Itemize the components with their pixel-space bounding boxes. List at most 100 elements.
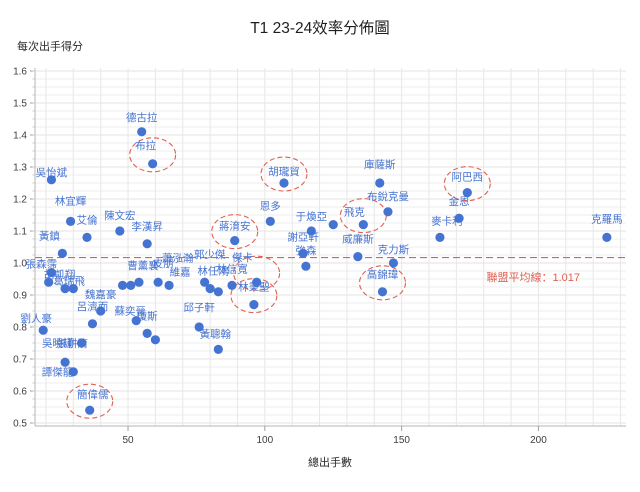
data-point	[68, 284, 78, 294]
data-point-label: 呂濟而	[77, 300, 109, 313]
highlight-circles-layer	[66, 137, 491, 419]
data-point	[82, 232, 92, 242]
data-point	[358, 220, 368, 230]
data-point-label: 皮朋	[153, 257, 174, 270]
data-point-label: 強森	[295, 244, 316, 257]
data-point	[150, 335, 160, 345]
data-point	[249, 300, 259, 310]
data-point-label: 張森霈	[26, 258, 58, 271]
data-point	[96, 306, 106, 316]
data-point	[60, 357, 70, 367]
point-labels-layer: 吳怡斌林宜輝艾倫黃鎮 陳文宏李漢昇 德古拉布拉張森霈胡凱翔葛瑞飛劉人豪 魏嘉豪呂濟而蘇…	[20, 111, 622, 401]
data-point-label: 簡偉儒	[77, 388, 109, 401]
y-tick-label: 1.0	[13, 259, 27, 270]
x-tick-label: 100	[256, 435, 273, 446]
data-point-label: 魏嘉豪	[85, 288, 117, 301]
data-point	[328, 220, 338, 230]
data-point-label: 庫薩斯	[364, 158, 396, 171]
data-point	[115, 226, 125, 236]
data-point-label: 胡凱翔	[44, 268, 76, 281]
grid-layer	[35, 68, 626, 426]
data-point	[38, 325, 48, 335]
data-point	[388, 258, 399, 268]
data-point	[57, 248, 67, 258]
data-point	[164, 280, 174, 290]
data-point-label: 葛瑞飛	[53, 275, 85, 288]
data-point	[60, 284, 70, 294]
data-point	[148, 159, 158, 169]
data-point	[230, 236, 240, 246]
data-point-label: 曹薰襄	[127, 259, 159, 272]
data-point	[194, 322, 204, 332]
y-tick-label: 1.1	[13, 227, 27, 238]
data-point	[46, 175, 57, 185]
axis-layer: 1.6 1.5 1.4 1.3 1.2 1.1 1.0 0.9 0.8 0.7 0.6 0.5 50 10…	[13, 67, 626, 446]
data-point	[306, 226, 316, 236]
data-point	[76, 338, 87, 348]
data-points-layer	[38, 127, 612, 415]
highlight-circle	[358, 265, 407, 301]
y-tick-label: 1.3	[13, 163, 27, 174]
data-point	[265, 216, 275, 226]
x-tick-label: 200	[530, 435, 547, 446]
data-point-label: 飛克	[344, 207, 365, 219]
highlight-circle	[260, 156, 308, 192]
data-point	[65, 216, 76, 226]
data-point-label: 布拉	[135, 139, 156, 152]
data-point-label: 德古拉	[126, 111, 158, 124]
data-point	[213, 287, 223, 297]
data-point-label: 維嘉	[170, 265, 191, 278]
x-tick-label: 150	[393, 435, 410, 446]
data-point-label: 高錦瑋	[367, 268, 399, 281]
data-point-label: 林任鴻	[197, 265, 229, 278]
highlight-circle	[233, 255, 281, 291]
data-point-label: 林信寬	[216, 262, 248, 275]
data-point	[252, 277, 262, 287]
data-point-label: 林秉聖	[238, 281, 270, 294]
data-point-label: 傑卡	[232, 251, 253, 264]
data-point-label: 瓊斯	[137, 309, 158, 322]
y-tick-label: 0.7	[13, 355, 27, 366]
data-point	[142, 328, 152, 338]
data-point	[153, 277, 163, 287]
data-point	[44, 277, 54, 287]
y-tick-label: 0.5	[13, 419, 27, 430]
data-point	[462, 188, 472, 198]
data-point-label: 麥卡利	[431, 214, 463, 227]
data-point-label: 蔣淯安	[219, 220, 251, 233]
data-point	[227, 280, 237, 290]
data-point-label: 林宜輝	[55, 194, 87, 207]
data-point	[454, 213, 464, 223]
y-tick-label: 1.6	[13, 67, 27, 78]
y-tick-label: 0.6	[13, 387, 27, 398]
data-point-label: 謝亞軒	[287, 230, 319, 243]
data-point	[298, 248, 308, 258]
data-point	[142, 239, 152, 249]
x-axis-title: 總出手數	[308, 455, 352, 469]
highlight-circle	[443, 166, 491, 202]
y-tick-label: 0.8	[13, 323, 27, 334]
highlight-circle	[66, 383, 114, 419]
data-point-label: 阿巴西	[452, 172, 484, 184]
data-point-label: 邱子軒	[183, 301, 215, 314]
data-point-label: 吳曉謹	[42, 337, 74, 350]
data-point-label: 陳文宏	[104, 209, 136, 222]
data-point-label: 李漢昇	[131, 220, 163, 233]
data-point-label: 于煥亞	[296, 211, 328, 223]
y-axis-title: 每次出手得分	[17, 39, 83, 53]
data-point	[435, 232, 445, 242]
highlight-circle	[211, 214, 259, 250]
data-point	[301, 261, 311, 271]
data-point	[602, 232, 612, 242]
y-tick-label: 0.9	[13, 291, 27, 302]
data-point-label: 黃聰翰	[200, 327, 232, 340]
league-average-label: 聯盟平均線：1.017	[486, 270, 580, 284]
data-point-label: 劉人豪	[20, 312, 52, 325]
data-point	[117, 280, 128, 290]
data-point	[377, 287, 388, 297]
data-point-label: 克羅馬	[591, 213, 623, 225]
data-point-label: 郭少傑	[194, 248, 226, 261]
y-tick-label: 1.2	[13, 195, 27, 206]
data-point-label: 黃鎮	[39, 229, 60, 242]
